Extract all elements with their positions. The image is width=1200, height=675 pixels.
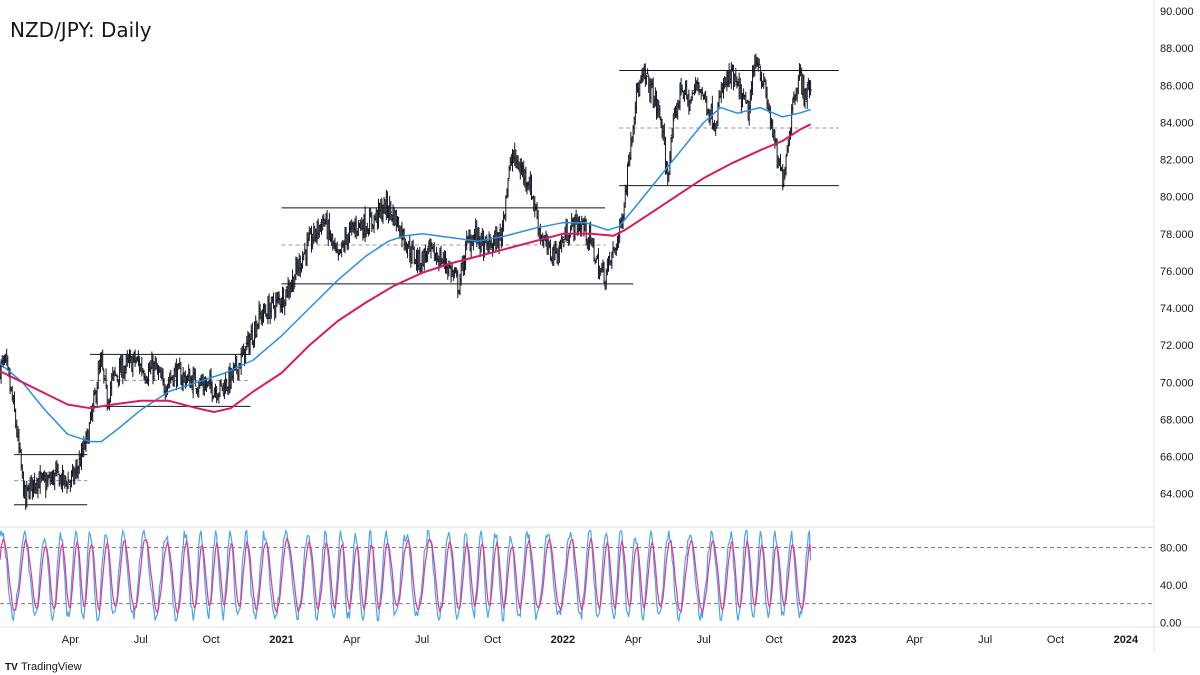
price-axis: 90.000 88.000 86.000 84.000 82.000 80.000 78.0…: [1160, 6, 1194, 500]
time-tick-label: Apr: [62, 634, 79, 646]
time-tick-label: Jul: [978, 634, 992, 646]
tradingview-logo: TV TradingView: [5, 661, 82, 673]
stochastic-oscillator: [0, 528, 1154, 623]
price-tick-label: 70.000: [1160, 377, 1194, 389]
price-tick-label: 76.000: [1160, 266, 1194, 278]
candlesticks: [0, 53, 812, 510]
price-tick-label: 78.000: [1160, 229, 1194, 241]
time-tick-label: Jul: [415, 634, 429, 646]
time-tick-label: 2024: [1114, 634, 1139, 646]
time-tick-label: Apr: [906, 634, 923, 646]
tradingview-logo-icon: TV: [5, 662, 18, 673]
time-axis: Apr Jul Oct 2021 Apr Jul Oct 2022 Apr Jul Oct 2023 A…: [62, 634, 1139, 646]
time-tick-label: Oct: [484, 634, 501, 646]
time-tick-label: Jul: [134, 634, 148, 646]
price-tick-label: 64.000: [1160, 489, 1194, 501]
time-tick-label: 2022: [551, 634, 575, 646]
price-tick-label: 66.000: [1160, 451, 1194, 463]
price-tick-label: 82.000: [1160, 155, 1194, 167]
oscillator-k-line: [0, 528, 812, 623]
time-tick-label: Oct: [765, 634, 782, 646]
brand-name: TradingView: [21, 661, 82, 673]
price-tick-label: 90.000: [1160, 6, 1194, 18]
oscillator-axis: 80.00 40.00 0.00: [1160, 543, 1188, 630]
time-tick-label: Oct: [203, 634, 220, 646]
oscillator-tick-label: 0.00: [1160, 617, 1181, 629]
price-tick-label: 88.000: [1160, 43, 1194, 55]
moving-averages: [0, 106, 812, 443]
price-tick-label: 80.000: [1160, 192, 1194, 204]
oscillator-d-line: [0, 536, 812, 615]
time-tick-label: 2021: [269, 634, 293, 646]
time-tick-label: Apr: [625, 634, 642, 646]
chart-title: NZD/JPY: Daily: [10, 18, 152, 42]
time-tick-label: Oct: [1047, 634, 1064, 646]
oscillator-tick-label: 40.00: [1160, 580, 1188, 592]
time-tick-label: Apr: [343, 634, 360, 646]
price-tick-label: 86.000: [1160, 80, 1194, 92]
price-tick-label: 74.000: [1160, 303, 1194, 315]
price-tick-label: 72.000: [1160, 340, 1194, 352]
time-tick-label: Jul: [697, 634, 711, 646]
moving-average-line: [0, 123, 812, 413]
time-tick-label: 2023: [832, 634, 856, 646]
moving-average-line: [0, 106, 811, 443]
price-tick-label: 84.000: [1160, 117, 1194, 129]
oscillator-tick-label: 80.00: [1160, 543, 1188, 555]
price-tick-label: 68.000: [1160, 414, 1194, 426]
